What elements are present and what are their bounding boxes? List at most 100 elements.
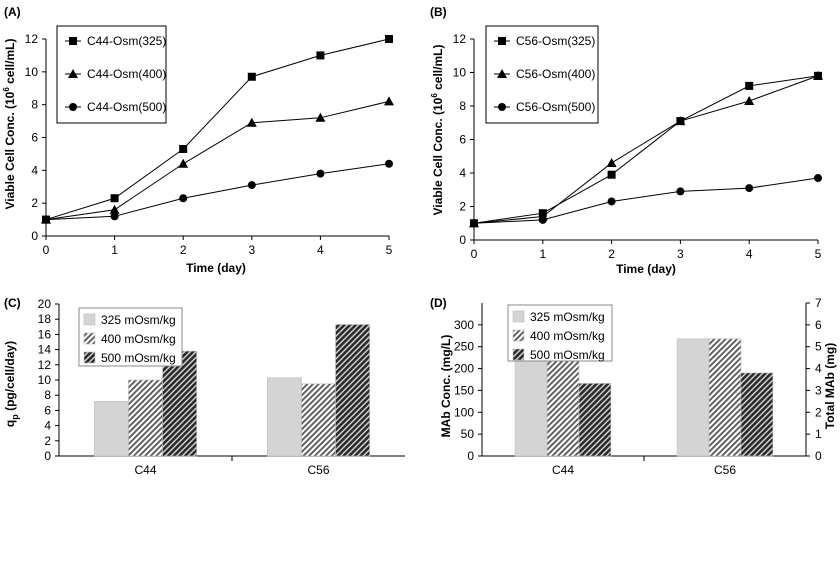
panel-a-data-point-circle [316,169,325,178]
panel-d-y-tick-label: 300 [454,318,474,332]
panel-d-y2-tick-label: 1 [815,427,822,441]
panel-b-y-tick-label: 6 [459,133,466,147]
panel-c-bar-light [267,377,302,457]
panel-b-x-tick-label: 2 [608,247,615,261]
panel-a-data-point-square [110,194,119,203]
panel-b-series-line-triangle [473,75,819,224]
panel-c-legend-box [78,307,183,367]
panel-b-data-point-triangle [744,95,755,105]
panel-c-legend-swatch-light [83,313,96,326]
panel-d-category-label: C44 [552,463,574,477]
panel-a-data-point-circle [110,212,119,221]
panel-d-legend-label: 325 mOsm/kg [530,310,605,324]
panel-a-y-axis-title: Viable Cell Conc. (106 cell/mL) [2,39,17,210]
panel-d-y2-tick-label: 3 [815,383,822,397]
panel-d-legend-swatch-dark-hatch [512,348,525,361]
panel-d: (D) 0 50 100 150 200 250 300 0 1 2 3 4 5 6 7 C44 C56 MAb… [430,296,837,477]
panel-a-y-tick-label: 4 [31,163,38,177]
panel-a-y-tick-label: 10 [25,65,39,79]
panel-b-y-tick-label: 10 [453,66,467,80]
panel-a-legend-marker-triangle [68,69,78,78]
panel-d-bar-dark-hatch [740,372,774,457]
panel-d-y2-tick-label: 4 [815,362,822,376]
panel-d-y2-tick-label: 5 [815,340,822,354]
panel-a-y-tick-label: 6 [31,131,38,145]
panel-c-bar-fine-hatch [301,383,336,457]
panel-a-data-point-circle [42,215,50,224]
panel-d-bar-dark-hatch [578,383,612,457]
panel-b-series-line-circle [473,177,819,224]
panel-b-y-tick-label: 4 [459,166,466,180]
panel-b-data-point-triangle [813,70,823,80]
panel-a-x-tick-label: 2 [180,243,187,257]
panel-b-data-point-triangle [675,116,686,126]
panel-c-label: (C) [4,296,21,310]
panel-a-y-tick-label: 8 [31,98,38,112]
panel-b-label: (B) [430,5,447,19]
panel-a-label: (A) [4,5,21,19]
panel-a-legend-marker-square [69,37,77,45]
panel-b-data-point-circle [676,187,685,196]
panel-d-category-label: C56 [714,463,736,477]
panel-d-y2-axis-title: Total MAb (mg) [823,343,837,429]
panel-c-bar-light [94,400,129,457]
panel-a-data-point-circle [247,181,256,190]
panel-b-legend-label: C56-Osm(400) [516,67,595,81]
panel-c-legend-label: 325 mOsm/kg [101,313,176,327]
panel-d-y2-tick-label: 2 [815,405,822,419]
panel-c-legend-swatch-dark-hatch [83,351,96,364]
panel-d-y-tick-label: 100 [454,405,474,419]
panel-a-x-tick-label: 4 [317,243,324,257]
panel-b-x-tick-label: 4 [746,247,753,261]
panel-a-legend-marker-circle [69,103,77,111]
panel-a-series-line-circle [45,163,390,221]
panel-b-legend-marker-triangle [497,69,507,78]
panel-a-y-tick-label: 2 [31,196,38,210]
panel-a-x-axis-title: Time (day) [186,261,246,275]
panel-b-y-axis-title: Viable Cell Conc. (106 cell/mL) [430,45,445,216]
panel-c-legend-label: 400 mOsm/kg [101,332,176,346]
panel-c-y-tick-label: 16 [38,327,52,341]
panel-b-data-point-circle [814,174,822,183]
panel-a-y-tick-label: 0 [31,229,38,243]
panel-b-data-point-square [745,81,754,90]
panel-d-legend: 325 mOsm/kg 400 mOsm/kg 500 mOsm/kg [507,304,613,362]
panel-a-legend-label: C44-Osm(500) [87,100,166,114]
panel-c-bar-dark-hatch [335,324,370,457]
panel-a-data-point-square [179,144,188,153]
panel-c-y-tick-label: 20 [38,297,52,311]
panel-c-y-tick-label: 4 [44,419,51,433]
panel-b-y-tick-label: 2 [459,200,466,214]
panel-c-bar-fine-hatch [128,379,163,457]
panel-c-y-tick-label: 14 [38,343,52,357]
panel-a-series-line-square [45,38,390,221]
panel-b-legend-label: C56-Osm(500) [516,100,595,114]
panel-d-label: (D) [430,296,447,310]
panel-d-legend-swatch-fine-hatch [512,329,525,342]
panel-c-y-tick-label: 6 [44,403,51,417]
panel-c-y-tick-label: 2 [44,434,51,448]
panel-b-data-point-triangle [606,157,617,167]
panel-d-bar-fine-hatch [546,353,580,457]
panel-b-x-tick-label: 0 [471,247,478,261]
panel-b-legend-marker-square [498,37,506,45]
panel-c-y-tick-label: 18 [38,312,52,326]
panel-d-legend-swatch-light [512,310,525,323]
panel-b-y-tick-label: 0 [459,233,466,247]
panel-c-category-label: C44 [134,463,156,477]
panel-a-data-point-triangle [178,158,189,168]
panel-c-legend-label: 500 mOsm/kg [101,351,176,365]
panel-d-legend-label: 500 mOsm/kg [530,348,605,362]
panel-a-legend-label: C44-Osm(325) [87,34,166,48]
panel-b-legend-marker-circle [498,103,506,111]
panel-b-series-line-square [473,75,819,224]
panel-d-y-tick-label: 50 [461,427,475,441]
panel-a-y-tick-label: 12 [25,32,39,46]
panel-a-legend-label: C44-Osm(400) [87,67,166,81]
panel-a-series-line-triangle [45,100,390,221]
panel-d-y-tick-label: 150 [454,383,474,397]
panel-d-legend-label: 400 mOsm/kg [530,329,605,343]
